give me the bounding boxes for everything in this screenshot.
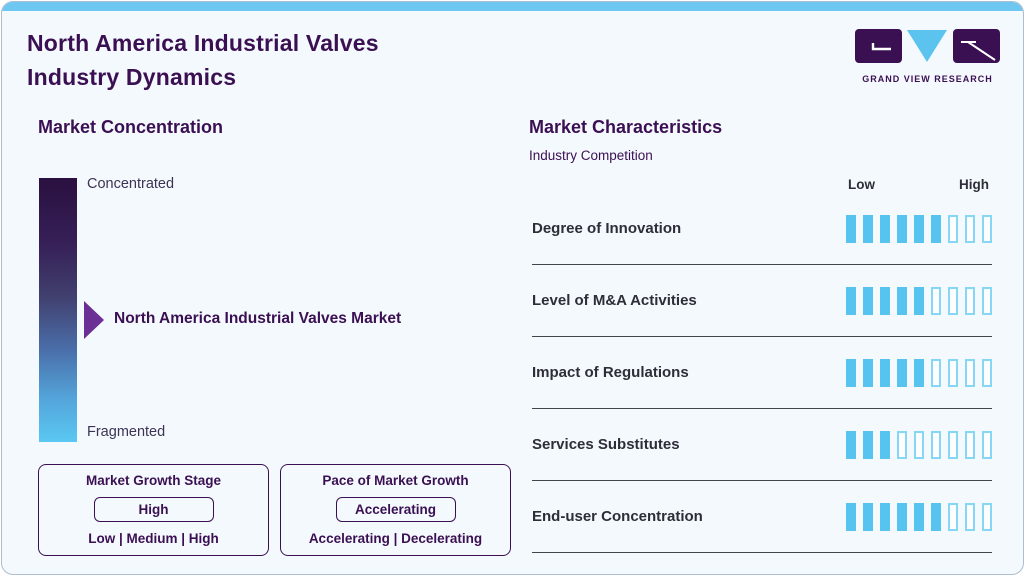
- rating-segment-filled: [846, 214, 856, 243]
- rating-segment-empty: [897, 430, 907, 459]
- growth-stage-options: Low | Medium | High: [88, 531, 219, 546]
- scale-low-label: Low: [848, 177, 875, 192]
- rating-segment-empty: [948, 286, 958, 315]
- rating-segment-filled: [863, 286, 873, 315]
- characteristic-row: Impact of Regulations: [532, 337, 992, 409]
- rating-bar: [846, 286, 992, 315]
- scale-high-label: High: [959, 177, 989, 192]
- rating-segment-empty: [931, 358, 941, 387]
- rating-segment-empty: [965, 430, 975, 459]
- gvr-logo-icon: [855, 29, 1000, 63]
- growth-stage-value: High: [93, 497, 214, 522]
- growth-stage-title: Market Growth Stage: [85, 473, 222, 488]
- rating-segment-filled: [863, 502, 873, 531]
- rating-segment-filled: [880, 502, 890, 531]
- row-label: Degree of Innovation: [532, 220, 682, 237]
- rating-segment-empty: [948, 502, 958, 531]
- rating-segment-empty: [982, 358, 992, 387]
- page-title-line1: North America Industrial Valves: [27, 30, 379, 56]
- characteristic-row: Services Substitutes: [532, 409, 992, 481]
- rating-segment-filled: [897, 502, 907, 531]
- rating-segment-empty: [965, 502, 975, 531]
- rating-bar: [846, 358, 992, 387]
- rating-segment-filled: [914, 358, 924, 387]
- rating-segment-empty: [982, 502, 992, 531]
- rating-segment-filled: [897, 358, 907, 387]
- top-accent-strip: [2, 2, 1023, 11]
- concentrated-label: Concentrated: [87, 176, 175, 192]
- rating-segment-filled: [863, 214, 873, 243]
- rating-segment-empty: [931, 286, 941, 315]
- rating-segment-filled: [914, 286, 924, 315]
- rating-segment-empty: [948, 358, 958, 387]
- market-growth-stage-box: Market Growth Stage High Low | Medium | …: [38, 464, 269, 556]
- characteristic-row: Level of M&A Activities: [532, 265, 992, 337]
- characteristics-rows: Degree of Innovation Level of M&A Activi…: [532, 193, 992, 553]
- row-label: Impact of Regulations: [532, 364, 689, 381]
- rating-segment-empty: [982, 286, 992, 315]
- market-characteristics-heading: Market Characteristics: [529, 117, 723, 137]
- row-label: Level of M&A Activities: [532, 292, 697, 309]
- rating-segment-empty: [982, 214, 992, 243]
- row-label: End-user Concentration: [532, 508, 703, 525]
- rating-segment-filled: [897, 214, 907, 243]
- pace-options: Accelerating | Decelerating: [308, 531, 483, 546]
- characteristic-row: End-user Concentration: [532, 481, 992, 553]
- rating-segment-filled: [931, 214, 941, 243]
- rating-segment-filled: [846, 358, 856, 387]
- rating-segment-filled: [846, 502, 856, 531]
- rating-segment-empty: [948, 214, 958, 243]
- row-label: Services Substitutes: [532, 436, 680, 453]
- rating-segment-empty: [965, 358, 975, 387]
- pace-title: Pace of Market Growth: [322, 473, 469, 488]
- rating-segment-empty: [965, 286, 975, 315]
- rating-segment-filled: [880, 214, 890, 243]
- rating-segment-empty: [982, 430, 992, 459]
- rating-segment-empty: [965, 214, 975, 243]
- industry-competition-subheading: Industry Competition: [529, 148, 653, 163]
- grand-view-research-logo: GRAND VIEW RESEARCH: [855, 29, 1000, 84]
- market-position-arrow-icon: [84, 301, 104, 339]
- rating-segment-filled: [846, 430, 856, 459]
- rating-segment-filled: [880, 358, 890, 387]
- rating-bar: [846, 430, 992, 459]
- market-concentration-heading: Market Concentration: [38, 117, 224, 137]
- rating-segment-filled: [863, 430, 873, 459]
- characteristic-row: Degree of Innovation: [532, 193, 992, 265]
- rating-bar: [846, 502, 992, 531]
- rating-segment-filled: [914, 214, 924, 243]
- page-title: North America Industrial Valves Industry…: [27, 26, 379, 94]
- pace-value: Accelerating: [335, 497, 456, 522]
- rating-segment-empty: [948, 430, 958, 459]
- rating-segment-filled: [846, 286, 856, 315]
- rating-segment-filled: [880, 430, 890, 459]
- rating-segment-filled: [931, 502, 941, 531]
- rating-segment-filled: [863, 358, 873, 387]
- rating-segment-filled: [914, 502, 924, 531]
- rating-bar: [846, 214, 992, 243]
- rating-segment-empty: [931, 430, 941, 459]
- logo-wordmark: GRAND VIEW RESEARCH: [862, 74, 993, 84]
- rating-segment-empty: [914, 430, 924, 459]
- concentration-gradient-bar: [39, 178, 77, 442]
- page-title-line2: Industry Dynamics: [27, 64, 237, 90]
- pace-of-growth-box: Pace of Market Growth Accelerating Accel…: [280, 464, 511, 556]
- fragmented-label: Fragmented: [87, 424, 166, 440]
- rating-segment-filled: [880, 286, 890, 315]
- rating-segment-filled: [897, 286, 907, 315]
- market-position-label: North America Industrial Valves Market: [114, 310, 402, 327]
